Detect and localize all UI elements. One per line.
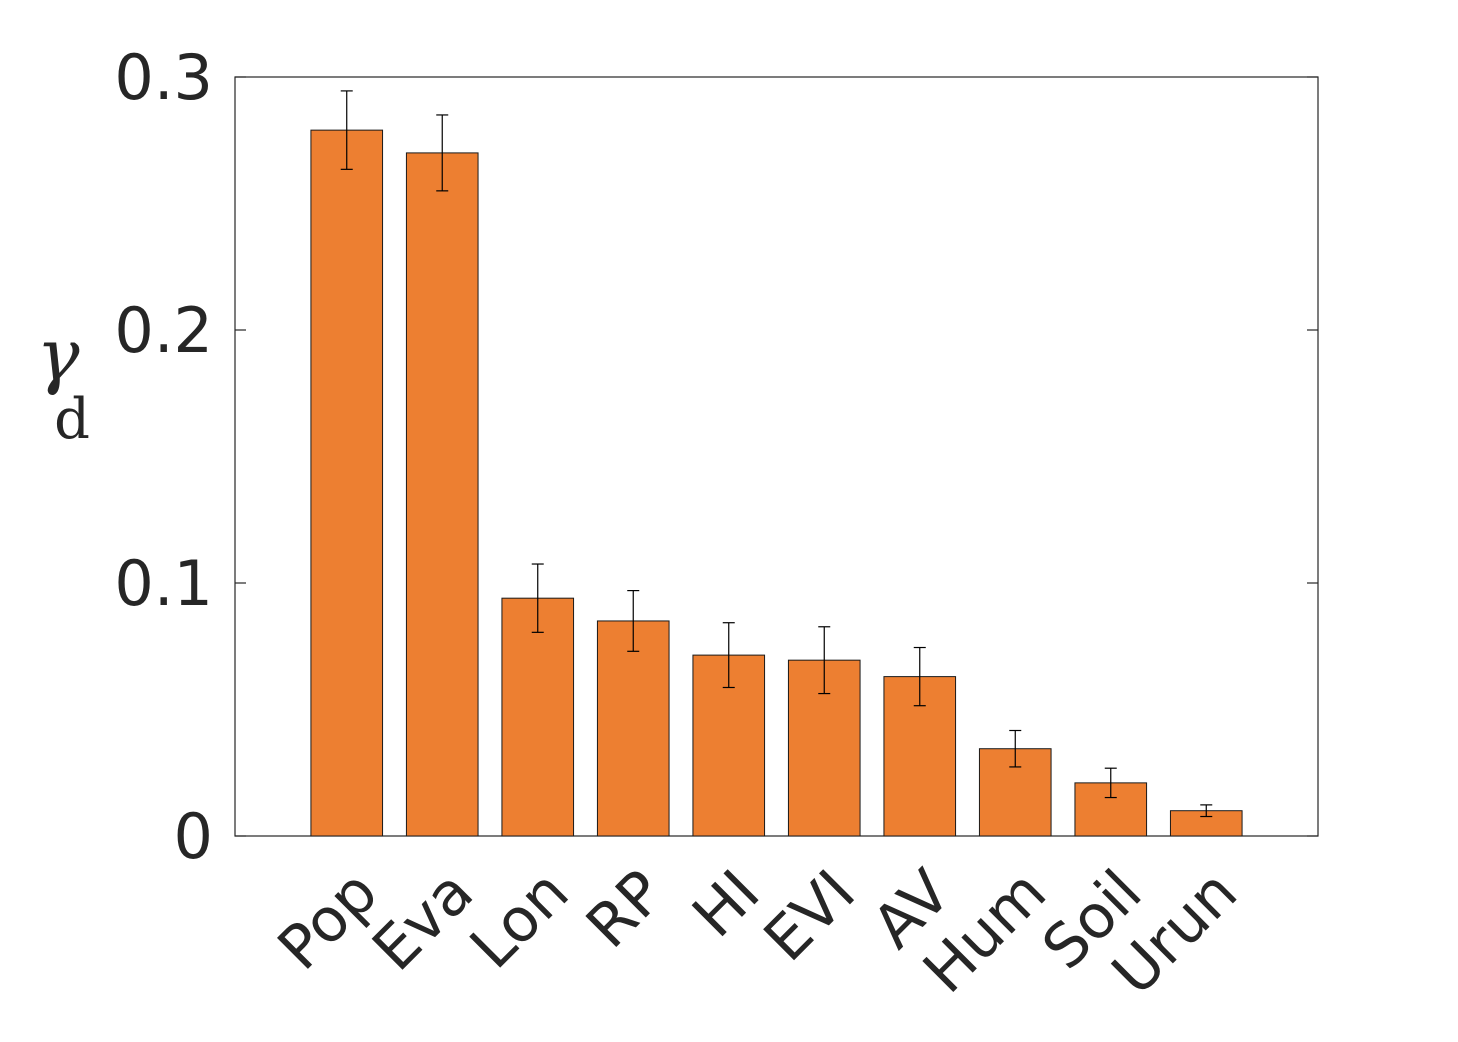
bar [405,152,479,837]
x-tick-label: RP [573,857,678,962]
x-tick-label: Pop [265,857,391,983]
y-tick-label: 0.3 [114,41,213,114]
y-axis-label: γ [36,313,80,397]
bar [883,676,957,837]
plot-frame [234,76,1319,837]
x-tick-label: Lon [457,857,582,982]
bar [310,129,384,837]
x-tick-label: HI [679,857,773,951]
bar [596,620,670,837]
bar [501,597,575,837]
x-tick-label: Eva [359,857,486,984]
y-tick-label: 0 [174,800,213,873]
x-tick-label: EVI [751,857,869,975]
y-axis-label-subscript: d [54,387,90,452]
y-tick-label: 0.1 [114,547,213,620]
y-tick-label: 0.2 [114,294,213,367]
